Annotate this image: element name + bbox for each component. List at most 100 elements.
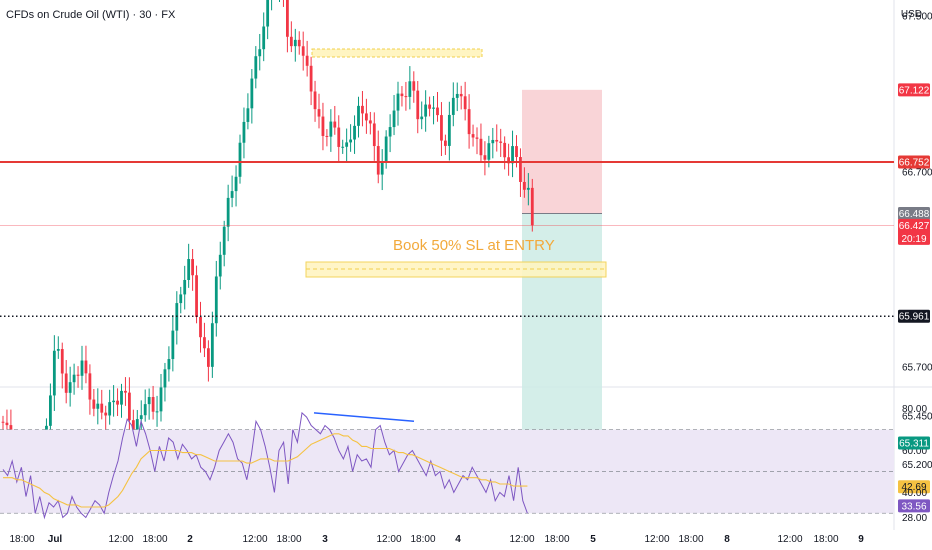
candle-body xyxy=(329,121,333,137)
time-tick-label: 18:00 xyxy=(276,534,301,545)
time-tick-label: 18:00 xyxy=(813,534,838,545)
time-tick-label: 3 xyxy=(322,534,328,545)
candle-body xyxy=(258,49,262,57)
currency-label: USD xyxy=(900,9,922,20)
candle-body xyxy=(471,134,475,138)
rsi-series-rsi xyxy=(2,411,528,520)
candle-body xyxy=(483,155,487,160)
rsi-tick-label: 60.00 xyxy=(902,446,927,457)
candle-body xyxy=(321,116,325,136)
candle-body xyxy=(420,116,424,120)
rsi-ma-value-label: 42.69 xyxy=(901,482,926,493)
candle-body xyxy=(392,110,396,128)
candle-body xyxy=(199,316,202,338)
time-tick-label: 12:00 xyxy=(777,534,802,545)
candle-body xyxy=(345,142,349,147)
time-tick-label: 18:00 xyxy=(678,534,703,545)
rsi-tick-label: 28.00 xyxy=(902,513,927,524)
candle-body xyxy=(459,93,463,97)
time-tick-label: 18:00 xyxy=(142,534,167,545)
rsi-value-label: 33.56 xyxy=(901,501,926,512)
candle-body xyxy=(388,127,392,137)
price-tag-label: 66.752 xyxy=(899,158,930,169)
price-tag-label: 67.122 xyxy=(899,85,930,96)
candle-body xyxy=(183,279,187,295)
candle-body xyxy=(167,359,171,370)
time-tick-label: 5 xyxy=(590,534,596,545)
candle-body xyxy=(400,93,404,97)
candle-body xyxy=(108,402,112,416)
candle-body xyxy=(479,138,483,156)
candle-body xyxy=(455,93,459,98)
time-tick-label: 12:00 xyxy=(509,534,534,545)
candle-body xyxy=(104,412,108,416)
candle-body xyxy=(92,399,96,409)
candle-body xyxy=(309,65,313,92)
candle-body xyxy=(523,181,526,190)
candle-body xyxy=(214,276,218,324)
candle-body xyxy=(230,191,234,198)
candle-body xyxy=(495,139,499,142)
candle-body xyxy=(293,39,297,47)
annotation-text: Book 50% SL at ENTRY xyxy=(393,237,555,254)
candle-body xyxy=(266,0,270,27)
candle-body xyxy=(64,373,68,393)
candle-body xyxy=(365,113,368,121)
candle-body xyxy=(49,395,52,426)
candle-body xyxy=(404,96,408,98)
candle-body xyxy=(396,93,400,111)
time-tick-label: Jul xyxy=(48,534,63,545)
candle-body xyxy=(368,120,372,124)
candle-body xyxy=(207,348,210,367)
price-tick-label: 67.500 xyxy=(902,12,932,23)
price-tag-support-dotted-line xyxy=(898,309,930,323)
time-tick-label: 8 xyxy=(724,534,730,545)
candle-body xyxy=(499,141,503,143)
candle-body xyxy=(349,139,352,143)
candle-body xyxy=(289,36,293,47)
time-tick-label: 12:00 xyxy=(376,534,401,545)
candle-body xyxy=(416,90,420,120)
candle-body xyxy=(376,146,380,175)
candle-body xyxy=(246,108,250,122)
candle-body xyxy=(163,369,167,388)
candle-body xyxy=(305,55,309,66)
candle-body xyxy=(76,374,80,376)
price-tag-resistance-line xyxy=(898,155,930,169)
time-tick-label: 4 xyxy=(455,534,461,545)
candle-body xyxy=(436,107,439,116)
time-tick-label: 18:00 xyxy=(544,534,569,545)
candle-body xyxy=(384,136,388,163)
candle-body xyxy=(234,176,238,192)
candle-body xyxy=(238,142,242,177)
candle-body xyxy=(447,114,451,146)
candle-body xyxy=(131,420,135,430)
candle-body xyxy=(147,397,151,405)
price-tag-label: 65.311 xyxy=(899,438,929,449)
candle-body xyxy=(84,360,88,374)
candle-body xyxy=(96,403,100,409)
candle-body xyxy=(412,81,416,91)
candle-body xyxy=(203,337,206,349)
candle-body xyxy=(297,39,301,47)
price-tag-take-profit xyxy=(898,436,930,450)
candle-body xyxy=(432,107,435,109)
rsi-ma-value-tag xyxy=(898,480,930,494)
candle-body xyxy=(491,139,495,144)
candle-body xyxy=(357,105,360,126)
rsi-tick-label: 80.00 xyxy=(902,404,927,415)
candle-body xyxy=(301,46,305,56)
candle-body xyxy=(171,330,175,360)
candle-body xyxy=(218,254,222,277)
top-supply-box xyxy=(311,48,483,58)
candle-body xyxy=(100,403,104,413)
candle-body xyxy=(380,162,384,175)
price-tag-label: 65.961 xyxy=(899,312,930,323)
candle-body xyxy=(135,419,139,430)
candle-body xyxy=(254,56,258,79)
candle-body xyxy=(159,387,163,412)
candle-body xyxy=(143,404,147,416)
candle-body xyxy=(519,157,522,182)
candle-body xyxy=(317,109,321,117)
